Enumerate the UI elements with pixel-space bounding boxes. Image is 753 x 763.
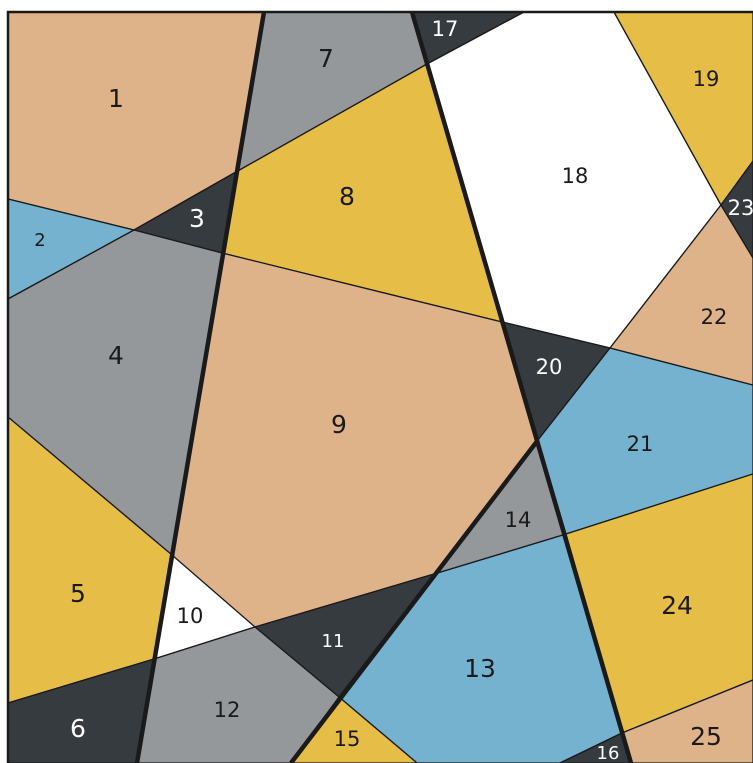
region-label: 8 xyxy=(339,182,355,211)
thick-boundary-line xyxy=(134,11,267,763)
region-label: 11 xyxy=(322,631,345,652)
region-label: 25 xyxy=(690,722,722,751)
region-label: 1 xyxy=(108,84,124,113)
region-23 xyxy=(720,160,753,259)
region-label: 7 xyxy=(318,44,334,73)
region-label: 16 xyxy=(597,743,620,763)
region-label: 23 xyxy=(728,196,753,220)
region-label: 19 xyxy=(693,67,720,91)
thick-boundary-line xyxy=(409,11,634,763)
region-label: 22 xyxy=(701,305,728,329)
thick-boundary-line xyxy=(289,438,540,763)
region-label: 18 xyxy=(562,164,589,188)
region-label: 6 xyxy=(70,714,86,743)
region-label: 9 xyxy=(331,410,347,439)
map-frame xyxy=(6,10,753,763)
region-label: 3 xyxy=(189,204,205,233)
region-label: 14 xyxy=(505,508,532,532)
region-label: 10 xyxy=(177,604,204,628)
region-label: 2 xyxy=(34,230,45,251)
region-label: 20 xyxy=(536,355,563,379)
region-label: 13 xyxy=(464,654,496,683)
region-label: 24 xyxy=(661,591,693,620)
region-label: 17 xyxy=(432,17,459,41)
region-label: 21 xyxy=(627,432,654,456)
region-label: 4 xyxy=(108,341,124,370)
region-label: 5 xyxy=(70,579,86,608)
region-label: 15 xyxy=(334,727,361,751)
region-label: 12 xyxy=(214,698,241,722)
